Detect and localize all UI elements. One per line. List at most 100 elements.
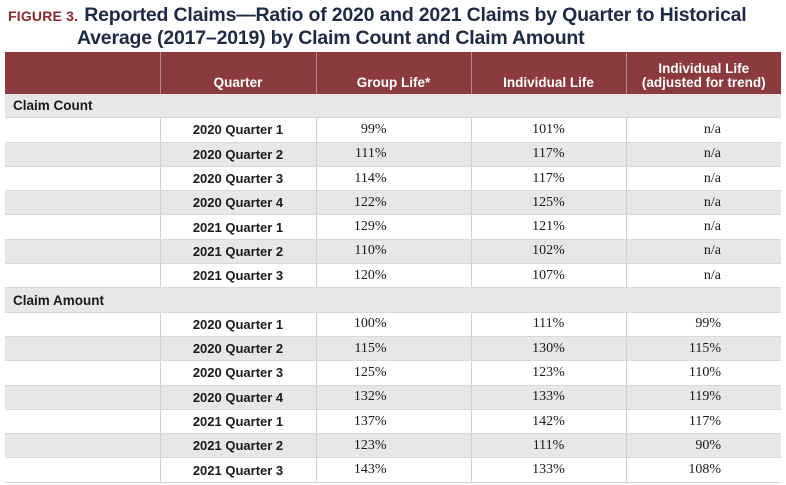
table-row: 2021 Quarter 1 137% 142% 117% bbox=[5, 409, 781, 435]
table-row: 2020 Quarter 1 100% 111% 99% bbox=[5, 312, 781, 337]
row-blank-cell bbox=[5, 117, 160, 143]
header-individual-life-adjusted: Individual Life (adjusted for trend) bbox=[625, 52, 781, 94]
individual-life-adjusted-cell: n/a bbox=[625, 214, 781, 240]
quarter-cell: 2020 Quarter 3 bbox=[159, 166, 316, 192]
table-row: 2021 Quarter 3 143% 133% 108% bbox=[5, 457, 781, 483]
row-blank-cell bbox=[5, 385, 160, 410]
table-row: 2020 Quarter 2 111% 117% n/a bbox=[5, 142, 781, 167]
row-blank-cell bbox=[5, 409, 160, 435]
individual-life-cell: 101% bbox=[470, 117, 626, 143]
row-blank-cell bbox=[5, 239, 160, 265]
individual-life-adjusted-cell: n/a bbox=[625, 117, 781, 143]
header-quarter: Quarter bbox=[159, 52, 316, 94]
group-life-cell: 132% bbox=[315, 385, 471, 410]
quarter-cell: 2021 Quarter 2 bbox=[159, 433, 316, 459]
group-life-cell: 123% bbox=[315, 433, 471, 459]
header-row: Quarter Group Life* Individual Life Indi… bbox=[5, 52, 781, 94]
section-row: Claim Count bbox=[5, 94, 781, 119]
individual-life-adjusted-cell: n/a bbox=[625, 142, 781, 167]
individual-life-cell: 111% bbox=[470, 433, 626, 459]
group-life-cell: 99% bbox=[315, 117, 471, 143]
individual-life-cell: 102% bbox=[470, 239, 626, 265]
individual-life-adjusted-cell: 90% bbox=[625, 433, 781, 459]
row-blank-cell bbox=[5, 166, 160, 192]
row-blank-cell bbox=[5, 190, 160, 216]
individual-life-cell: 133% bbox=[470, 457, 626, 483]
table-row: 2020 Quarter 2 115% 130% 115% bbox=[5, 336, 781, 362]
individual-life-adjusted-cell: 110% bbox=[625, 360, 781, 386]
individual-life-adjusted-cell: 115% bbox=[625, 336, 781, 362]
quarter-cell: 2021 Quarter 1 bbox=[159, 214, 316, 240]
header-individual-life: Individual Life bbox=[470, 52, 626, 94]
header-group-life: Group Life* bbox=[315, 52, 471, 94]
individual-life-cell: 133% bbox=[470, 385, 626, 410]
header-blank bbox=[5, 52, 160, 94]
group-life-cell: 129% bbox=[315, 214, 471, 240]
individual-life-cell: 125% bbox=[470, 190, 626, 216]
quarter-cell: 2020 Quarter 2 bbox=[159, 142, 316, 167]
group-life-cell: 137% bbox=[315, 409, 471, 435]
figure-label: FIGURE 3. bbox=[8, 8, 79, 24]
section-row: Claim Amount bbox=[5, 287, 781, 313]
group-life-cell: 120% bbox=[315, 263, 471, 289]
table-row: 2021 Quarter 2 110% 102% n/a bbox=[5, 239, 781, 265]
individual-life-cell: 107% bbox=[470, 263, 626, 289]
row-blank-cell bbox=[5, 336, 160, 362]
individual-life-cell: 142% bbox=[470, 409, 626, 435]
quarter-cell: 2021 Quarter 3 bbox=[159, 263, 316, 289]
individual-life-cell: 121% bbox=[470, 214, 626, 240]
title-line-2: Average (2017–2019) by Claim Count and C… bbox=[8, 27, 780, 50]
table-row: 2020 Quarter 1 99% 101% n/a bbox=[5, 117, 781, 143]
quarter-cell: 2020 Quarter 4 bbox=[159, 190, 316, 216]
quarter-cell: 2021 Quarter 3 bbox=[159, 457, 316, 483]
quarter-cell: 2020 Quarter 3 bbox=[159, 360, 316, 386]
table-row: 2020 Quarter 3 114% 117% n/a bbox=[5, 166, 781, 192]
individual-life-adjusted-cell: n/a bbox=[625, 190, 781, 216]
individual-life-cell: 123% bbox=[470, 360, 626, 386]
group-life-cell: 122% bbox=[315, 190, 471, 216]
row-blank-cell bbox=[5, 142, 160, 167]
individual-life-adjusted-cell: n/a bbox=[625, 263, 781, 289]
group-life-cell: 110% bbox=[315, 239, 471, 265]
quarter-cell: 2020 Quarter 1 bbox=[159, 117, 316, 143]
individual-life-adjusted-cell: n/a bbox=[625, 239, 781, 265]
group-life-cell: 100% bbox=[315, 312, 471, 337]
row-blank-cell bbox=[5, 214, 160, 240]
table-body: Claim Count 2020 Quarter 1 99% 101% n/a 2020 … bbox=[5, 94, 781, 483]
header-adjusted-line2: (adjusted for trend) bbox=[641, 75, 766, 90]
individual-life-adjusted-cell: n/a bbox=[625, 166, 781, 192]
group-life-cell: 111% bbox=[315, 142, 471, 167]
table-row: 2021 Quarter 3 120% 107% n/a bbox=[5, 263, 781, 289]
table-row: 2021 Quarter 1 129% 121% n/a bbox=[5, 214, 781, 240]
table-row: 2020 Quarter 4 122% 125% n/a bbox=[5, 190, 781, 216]
table-row: 2020 Quarter 4 132% 133% 119% bbox=[5, 385, 781, 410]
individual-life-adjusted-cell: 108% bbox=[625, 457, 781, 483]
individual-life-adjusted-cell: 119% bbox=[625, 385, 781, 410]
quarter-cell: 2020 Quarter 4 bbox=[159, 385, 316, 410]
row-blank-cell bbox=[5, 312, 160, 337]
individual-life-cell: 117% bbox=[470, 142, 626, 167]
row-blank-cell bbox=[5, 457, 160, 483]
title-line-1: FIGURE 3. Reported Claims—Ratio of 2020 … bbox=[8, 4, 780, 27]
quarter-cell: 2020 Quarter 2 bbox=[159, 336, 316, 362]
individual-life-cell: 111% bbox=[470, 312, 626, 337]
table-row: 2020 Quarter 3 125% 123% 110% bbox=[5, 360, 781, 386]
individual-life-cell: 130% bbox=[470, 336, 626, 362]
row-blank-cell bbox=[5, 263, 160, 289]
group-life-cell: 125% bbox=[315, 360, 471, 386]
row-blank-cell bbox=[5, 360, 160, 386]
figure-title-block: FIGURE 3. Reported Claims—Ratio of 2020 … bbox=[8, 4, 780, 50]
group-life-cell: 143% bbox=[315, 457, 471, 483]
group-life-cell: 115% bbox=[315, 336, 471, 362]
section-label: Claim Amount bbox=[5, 287, 781, 313]
figure-title-line1: Reported Claims—Ratio of 2020 and 2021 C… bbox=[84, 4, 747, 26]
quarter-cell: 2021 Quarter 1 bbox=[159, 409, 316, 435]
row-blank-cell bbox=[5, 433, 160, 459]
individual-life-adjusted-cell: 117% bbox=[625, 409, 781, 435]
header-adjusted-line1: Individual Life bbox=[658, 61, 750, 76]
figure-title-line2: Average (2017–2019) by Claim Count and C… bbox=[77, 27, 585, 49]
quarter-cell: 2021 Quarter 2 bbox=[159, 239, 316, 265]
section-label: Claim Count bbox=[5, 94, 781, 119]
individual-life-cell: 117% bbox=[470, 166, 626, 192]
individual-life-adjusted-cell: 99% bbox=[625, 312, 781, 337]
